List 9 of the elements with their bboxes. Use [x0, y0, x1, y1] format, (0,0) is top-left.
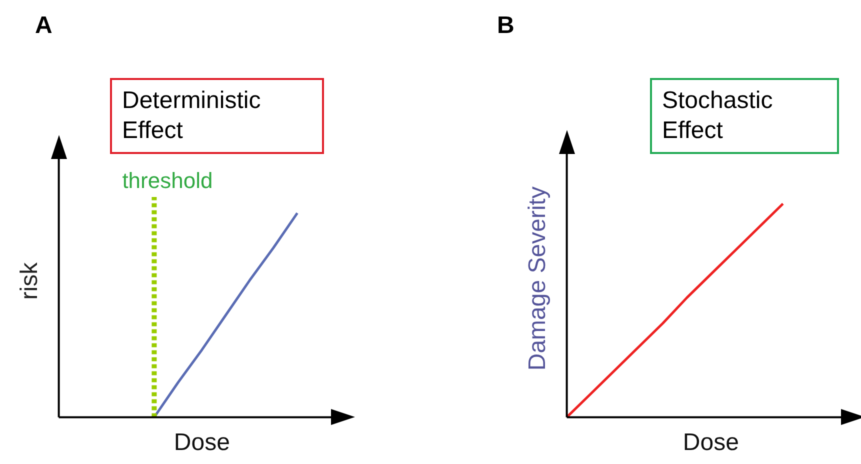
chart-title: A: [35, 12, 52, 40]
x-axis-title: Dose: [682, 429, 739, 456]
chart-subtitle: Deterministic Effect: [110, 78, 324, 154]
y-axis-title: risk: [16, 261, 44, 300]
text: threshold: [122, 168, 213, 194]
chart-title: B: [497, 12, 514, 40]
x-axis-title: Dose: [174, 429, 230, 456]
chart-subtitle: Stochastic Effect: [650, 78, 839, 154]
y-axis-title: Damage Severity: [524, 186, 552, 371]
